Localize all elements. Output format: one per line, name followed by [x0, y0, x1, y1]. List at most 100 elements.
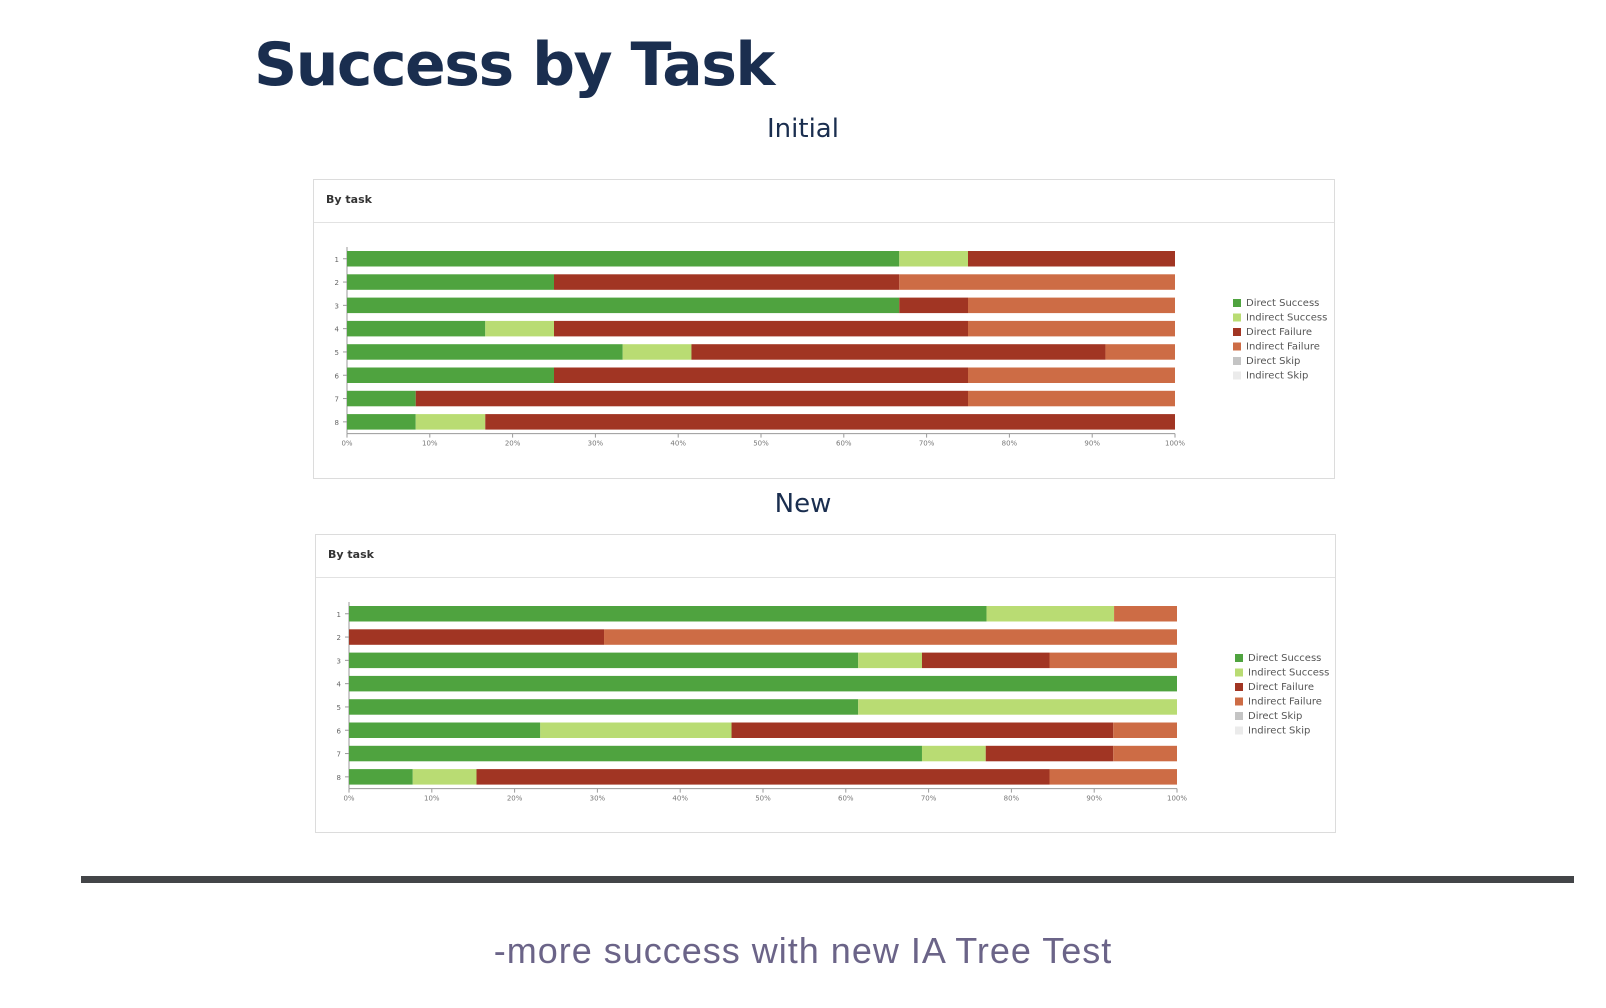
bar-segment	[347, 251, 900, 267]
bar-segment	[554, 367, 968, 383]
y-tick-label: 4	[335, 326, 340, 334]
bar-segment	[485, 414, 1175, 430]
bar-segment	[622, 344, 692, 360]
legend-label: Indirect Skip	[1246, 371, 1308, 382]
bar-segment	[985, 745, 1114, 762]
legend-label: Indirect Failure	[1246, 342, 1320, 353]
x-tick-label: 60%	[836, 440, 852, 448]
chart-panel-new: By task 1 2 3 4 5 6 7 8 0% 10% 20% 30% 40% 50% 60% 70% 8…	[315, 534, 1336, 833]
y-tick-label: 4	[337, 681, 342, 689]
y-tick-label: 6	[335, 372, 340, 380]
chart-heading-new: New	[774, 489, 832, 519]
bar-segment	[349, 652, 859, 669]
y-tick-label: 2	[335, 279, 339, 287]
panel-header: By task	[316, 535, 1335, 578]
bar-segment	[921, 652, 1050, 669]
x-tick-label: 100%	[1165, 440, 1185, 448]
panel-title: By task	[326, 193, 372, 206]
bar-segment	[554, 274, 900, 290]
legend-label: Direct Success	[1248, 653, 1321, 664]
bar-segment	[986, 606, 1115, 622]
legend-swatch	[1233, 357, 1241, 365]
caption-text: -more success with new IA Tree Test	[493, 930, 1113, 971]
legend-swatch	[1235, 654, 1243, 662]
bar-segment	[347, 367, 554, 383]
legend-swatch	[1235, 712, 1243, 720]
legend-label: Direct Failure	[1248, 682, 1314, 693]
bar-segment	[968, 320, 1175, 337]
bar-segment	[347, 344, 623, 360]
bar-segment	[349, 606, 987, 622]
bar-segment	[349, 769, 413, 785]
legend-swatch	[1233, 371, 1241, 380]
bar-segment	[604, 629, 1177, 645]
x-tick-label: 0%	[343, 795, 354, 803]
x-tick-label: 40%	[672, 795, 688, 803]
y-tick-label: 6	[337, 727, 342, 735]
bar-segment	[476, 769, 1050, 785]
x-tick-label: 40%	[670, 440, 686, 448]
x-tick-label: 30%	[588, 440, 604, 448]
legend-label: Indirect Success	[1248, 668, 1329, 679]
legend-swatch	[1233, 342, 1241, 351]
legend-label: Direct Skip	[1248, 711, 1302, 722]
x-tick-label: 70%	[919, 440, 935, 448]
bar-segment	[1105, 344, 1175, 360]
x-tick-label: 50%	[755, 795, 771, 803]
legend-label: Indirect Success	[1246, 313, 1327, 324]
x-tick-label: 60%	[838, 795, 854, 803]
panel-header: By task	[314, 180, 1334, 223]
bar-segment	[540, 722, 732, 738]
y-tick-label: 5	[337, 704, 341, 712]
bar-segment	[691, 344, 1106, 360]
x-tick-label: 0%	[341, 440, 352, 448]
x-tick-label: 90%	[1086, 795, 1102, 803]
bar-segment	[347, 274, 554, 290]
bar-segment	[968, 390, 1175, 407]
bar-segment	[968, 297, 1175, 314]
legend-swatch	[1233, 328, 1241, 336]
bar-segment	[554, 320, 968, 337]
legend-swatch	[1235, 697, 1243, 706]
legend-swatch	[1233, 313, 1241, 322]
y-tick-label: 8	[337, 774, 341, 782]
legend-swatch	[1235, 726, 1243, 735]
bar-segment	[921, 745, 986, 762]
bar-segment	[347, 320, 486, 337]
legend-label: Indirect Skip	[1248, 726, 1310, 737]
y-tick-label: 3	[337, 657, 341, 665]
bar-segment	[858, 699, 1177, 715]
bar-segment	[349, 699, 859, 715]
bar-segment	[415, 390, 968, 407]
bar-segment	[349, 675, 1177, 692]
x-tick-label: 90%	[1084, 440, 1100, 448]
x-tick-label: 10%	[422, 440, 438, 448]
panel-title: By task	[328, 548, 374, 561]
y-tick-label: 5	[335, 349, 339, 357]
bar-segment	[1049, 652, 1177, 669]
x-tick-label: 20%	[507, 795, 523, 803]
bar-segment	[1049, 769, 1177, 785]
bar-segment	[349, 629, 605, 645]
y-tick-label: 1	[337, 611, 341, 619]
legend-label: Direct Skip	[1246, 356, 1300, 367]
section-divider	[81, 876, 1574, 883]
x-tick-label: 70%	[921, 795, 937, 803]
bar-segment	[899, 297, 968, 314]
x-tick-label: 20%	[505, 440, 521, 448]
page-title: Success by Task	[254, 30, 775, 100]
y-tick-label: 7	[337, 751, 341, 759]
chart-panel-initial: By task 1 2 3 4 5 6 7 8 0% 10% 20% 30% 40% 50% 60% 70% 8…	[313, 179, 1335, 479]
legend-swatch	[1235, 683, 1243, 691]
bar-segment	[347, 297, 900, 314]
x-tick-label: 100%	[1167, 795, 1187, 803]
y-tick-label: 1	[335, 256, 339, 264]
x-tick-label: 50%	[753, 440, 769, 448]
y-tick-label: 7	[335, 396, 339, 404]
bar-segment	[412, 769, 477, 785]
legend-swatch	[1233, 299, 1241, 307]
bar-segment	[899, 274, 1175, 290]
x-tick-label: 80%	[1002, 440, 1018, 448]
